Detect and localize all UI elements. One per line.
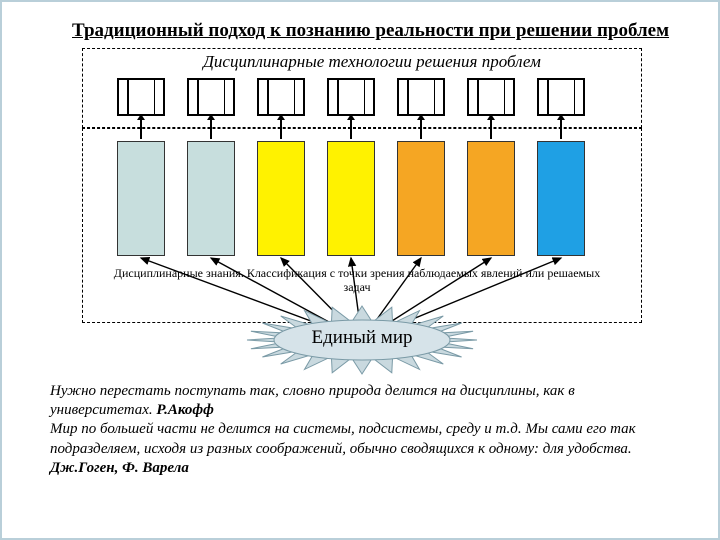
- quote2-text: Мир по большей части не делится на систе…: [50, 421, 636, 456]
- slide-title: Традиционный подход к познанию реальност…: [72, 20, 688, 42]
- quotes-block: Нужно перестать поступать так, словно пр…: [50, 382, 678, 478]
- quote1-author: Р.Акофф: [156, 402, 213, 418]
- world-label: Единый мир: [242, 327, 482, 349]
- quote1-text: Нужно перестать поступать так, словно пр…: [50, 383, 575, 418]
- burst-container: Единый мир: [242, 300, 482, 380]
- quote2-author: Дж.Гоген, Ф. Варела: [50, 460, 189, 476]
- diagram-area: Дисциплинарные технологии решения пробле…: [82, 48, 662, 358]
- slide-frame: Традиционный подход к познанию реальност…: [0, 0, 720, 540]
